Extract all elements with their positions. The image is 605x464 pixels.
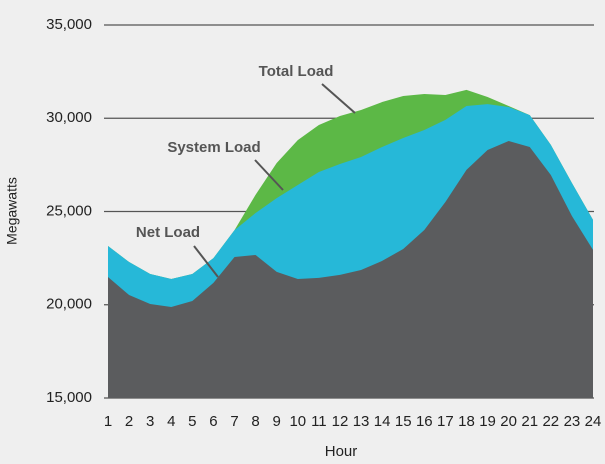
x-tick-label: 5 [188, 413, 196, 430]
x-tick-label: 15 [395, 413, 412, 430]
annotation: System Load [167, 139, 260, 156]
x-tick-label: 24 [585, 413, 602, 430]
leader-line [321, 83, 356, 114]
x-tick-label: 19 [479, 413, 496, 430]
x-tick-label: 3 [146, 413, 154, 430]
x-tick-label: 21 [521, 413, 538, 430]
y-tick-label: 30,000 [46, 109, 92, 126]
x-tick-label: 13 [353, 413, 370, 430]
x-tick-label: 16 [416, 413, 433, 430]
x-tick-label: 2 [125, 413, 133, 430]
y-tick-label: 25,000 [46, 202, 92, 219]
x-tick-label: 14 [374, 413, 391, 430]
leader-line [254, 159, 284, 191]
x-tick-label: 18 [458, 413, 475, 430]
areas [108, 89, 593, 399]
y-tick-label: 35,000 [46, 16, 92, 33]
annotation: Total Load [259, 63, 334, 80]
leader-line [193, 245, 219, 278]
y-axis-label: Megawatts [4, 177, 20, 245]
x-tick-label: 22 [542, 413, 559, 430]
x-tick-label: 7 [230, 413, 238, 430]
x-tick-label: 9 [273, 413, 281, 430]
x-tick-label: 6 [209, 413, 217, 430]
x-tick-label: 1 [104, 413, 112, 430]
x-tick-label: 11 [311, 413, 327, 430]
x-tick-label: 8 [251, 413, 259, 430]
x-tick-label: 4 [167, 413, 175, 430]
x-tick-label: 17 [437, 413, 454, 430]
y-tick-label: 15,000 [46, 389, 92, 406]
area [108, 141, 593, 399]
annotation: Net Load [136, 224, 200, 241]
x-tick-label: 12 [332, 413, 349, 430]
x-axis-label: Hour [325, 443, 358, 460]
y-tick-label: 20,000 [46, 296, 92, 313]
x-tick-label: 23 [564, 413, 581, 430]
x-tick-label: 10 [289, 413, 306, 430]
x-tick-label: 20 [500, 413, 517, 430]
